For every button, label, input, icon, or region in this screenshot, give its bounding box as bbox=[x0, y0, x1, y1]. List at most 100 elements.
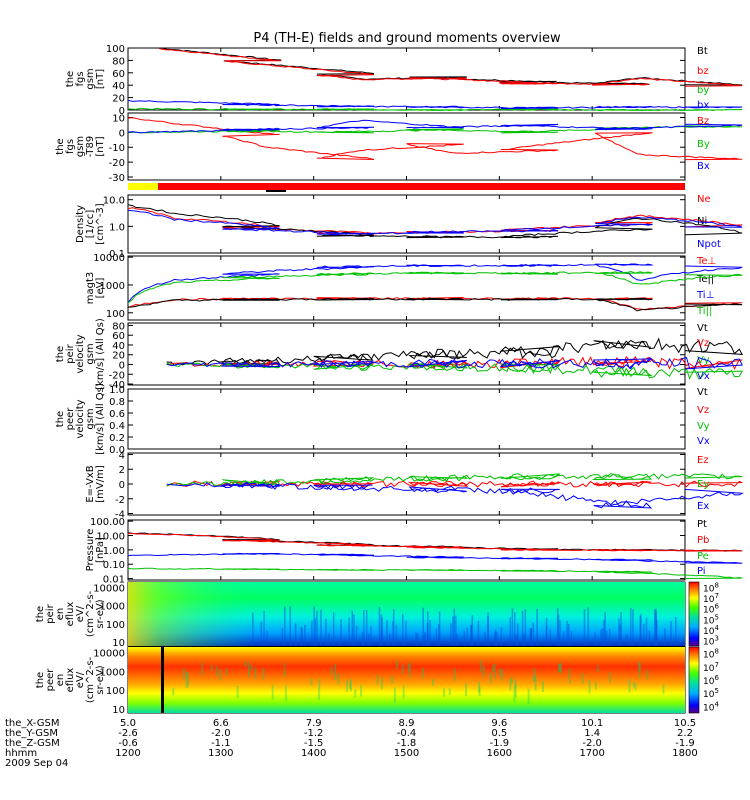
y-axis-label: [km/s] (All Qs) bbox=[95, 318, 106, 390]
electron-gap-line bbox=[161, 647, 164, 713]
y-axis-label: the bbox=[55, 138, 66, 154]
ion-spectrogram-streak bbox=[380, 630, 383, 646]
x-tick-value: -2.0 bbox=[582, 738, 602, 749]
x-tick-value: 1500 bbox=[394, 748, 419, 759]
electron-spectrogram-streak bbox=[187, 679, 190, 687]
y-axis-label: [mV/m] bbox=[95, 465, 106, 503]
series-line-Ex bbox=[166, 481, 744, 509]
electron-colorbar bbox=[688, 646, 700, 714]
y-axis-label: [1/cc] bbox=[85, 210, 96, 239]
electron-spectrogram-streak bbox=[477, 682, 480, 693]
ion-colorbar bbox=[688, 581, 700, 647]
electron-spectrogram-streak bbox=[464, 683, 467, 697]
electron-spectrogram-streak bbox=[638, 661, 641, 672]
y-axis-label: the bbox=[35, 672, 46, 688]
electron-spectrogram-streak bbox=[480, 660, 483, 673]
y-tick-label: 1000 bbox=[100, 602, 125, 613]
legend-Vt: Vt bbox=[697, 323, 708, 334]
y-axis-label: gsm bbox=[85, 408, 96, 429]
legend-Bz: Bz bbox=[697, 116, 709, 127]
ion-spectrogram-streak bbox=[484, 632, 486, 646]
series-line-Bx bbox=[127, 119, 743, 134]
electron-spectrogram-streak bbox=[380, 676, 383, 690]
y-tick-label: 0.8 bbox=[109, 397, 125, 408]
panel-frame bbox=[127, 388, 686, 450]
ion-spectrogram-streak bbox=[340, 619, 342, 646]
electron-spectrogram-streak bbox=[236, 685, 239, 698]
colorbar-tick-base: 10 bbox=[703, 606, 715, 616]
series-line-Pb bbox=[127, 532, 743, 552]
electron-spectrogram-streak bbox=[533, 667, 536, 681]
ion-spectrogram-streak bbox=[559, 620, 561, 646]
ion-spectrogram-streak bbox=[521, 610, 524, 646]
electron-spectrogram-streak bbox=[408, 662, 411, 678]
y-axis-label: (cm^2-s- bbox=[85, 656, 96, 703]
colorbar-tick-label: 106 bbox=[703, 674, 719, 687]
colorbar-tick-exp: 4 bbox=[714, 700, 719, 708]
x-tick-value: -2.6 bbox=[118, 728, 138, 739]
ion-spectrogram-streak bbox=[316, 610, 318, 646]
y-axis-label: eV/ bbox=[75, 605, 86, 622]
electron-spectrogram-streak bbox=[172, 687, 175, 696]
ion-spectrogram-streak bbox=[466, 627, 469, 646]
ion-spectrogram-streak bbox=[509, 617, 512, 646]
ion-spectrogram-streak bbox=[587, 607, 589, 646]
electron-spectrogram-streak bbox=[557, 663, 560, 673]
legend-Vx: Vx bbox=[697, 436, 710, 447]
series-line-Ey bbox=[166, 473, 743, 487]
y-tick-label: 40 bbox=[112, 81, 125, 92]
electron-spectrogram-streak bbox=[542, 680, 545, 692]
ion-spectrogram-streak bbox=[392, 609, 395, 646]
electron-spectrogram-streak bbox=[527, 688, 530, 705]
ion-spectrogram-streak bbox=[524, 609, 527, 646]
ion-spectrogram-streak bbox=[435, 628, 438, 646]
ion-spectrogram-streak bbox=[348, 617, 350, 646]
legend-Npot: Npot bbox=[697, 239, 721, 250]
electron-spectrogram-streak bbox=[360, 685, 363, 697]
legend-Vx: Vx bbox=[697, 371, 710, 382]
y-tick-label: 4 bbox=[119, 450, 125, 461]
x-axis-row-label: the_X-GSM bbox=[5, 718, 59, 729]
ion-spectrogram-streak bbox=[263, 610, 265, 646]
x-tick-value: 1400 bbox=[301, 748, 326, 759]
colorbar-tick-exp: 5 bbox=[714, 613, 718, 621]
ion-spectrogram bbox=[128, 582, 685, 646]
y-axis-label: peer bbox=[65, 407, 76, 431]
ion-spectrogram-streak bbox=[320, 609, 322, 646]
electron-spectrogram-streak bbox=[349, 681, 352, 689]
quality-flag-bar bbox=[128, 183, 685, 192]
ion-spectrogram-streak bbox=[311, 620, 313, 646]
y-tick-label: -10 bbox=[109, 143, 125, 154]
electron-spectrogram-streak bbox=[482, 665, 485, 678]
colorbar-tick-base: 10 bbox=[703, 595, 715, 605]
colorbar-tick-exp: 8 bbox=[714, 648, 718, 656]
electron-spectrogram-streak bbox=[244, 660, 247, 668]
ion-spectrogram-streak bbox=[314, 618, 317, 646]
ion-spectrogram-streak bbox=[438, 611, 441, 646]
y-tick-label: 1000 bbox=[100, 667, 125, 678]
electron-spectrogram-streak bbox=[215, 665, 218, 676]
y-tick-label: -4 bbox=[115, 510, 125, 521]
x-tick-value: -1.8 bbox=[397, 738, 417, 749]
electron-spectrogram-streak bbox=[632, 681, 635, 688]
ion-spectrogram-streak bbox=[353, 614, 355, 646]
electron-spectrogram-streak bbox=[407, 664, 410, 672]
colorbar-tick-label: 107 bbox=[703, 592, 719, 605]
legend-Pb: Pb bbox=[697, 535, 709, 546]
panel-fgs_dsl_minus_t89: -30 -20 -10 0 10 the fgs gsm -T89 [nT] Bz By Bx bbox=[55, 112, 743, 184]
electron-spectrogram-streak bbox=[393, 687, 396, 703]
x-tick-value: 9.6 bbox=[491, 718, 507, 729]
y-tick-label: 0.6 bbox=[109, 409, 125, 420]
electron-spectrogram-streak bbox=[489, 672, 492, 684]
y-tick-label: 1.00 bbox=[103, 546, 125, 557]
electron-spectrogram-streak bbox=[493, 663, 496, 679]
ion-spectrogram-streak bbox=[450, 622, 452, 646]
ion-spectrogram-streak bbox=[456, 634, 459, 646]
y-tick-label: 10000 bbox=[93, 649, 125, 660]
electron-spectrogram-streak bbox=[533, 675, 536, 682]
legend-Ez: Ez bbox=[697, 455, 709, 466]
x-tick-value: -1.2 bbox=[304, 728, 324, 739]
